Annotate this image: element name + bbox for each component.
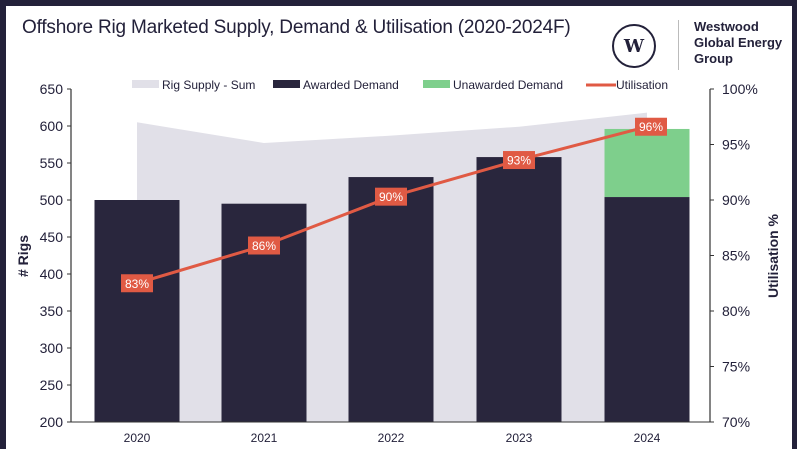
awarded-bar-2023 xyxy=(476,157,562,422)
utilisation-label-box xyxy=(375,187,407,206)
utilisation-label: 96% xyxy=(639,120,663,134)
chart-title: Offshore Rig Marketed Supply, Demand & U… xyxy=(22,17,571,38)
x-tick-label: 2022 xyxy=(378,431,405,445)
utilisation-label-box xyxy=(248,236,280,255)
utilisation-label: 86% xyxy=(252,239,276,253)
y2-axis-title: Utilisation % xyxy=(765,213,781,298)
y2-tick-label: 95% xyxy=(722,137,750,153)
y-axis-title: # Rigs xyxy=(15,235,31,277)
awarded-bar-2024 xyxy=(604,197,690,422)
legend-swatch xyxy=(132,80,159,88)
legend-swatch xyxy=(273,80,300,88)
x-tick-label: 2023 xyxy=(506,431,533,445)
y-tick-label: 200 xyxy=(40,414,64,430)
y-tick-label: 300 xyxy=(40,340,64,356)
y2-tick-label: 70% xyxy=(722,414,750,430)
awarded-bar-2021 xyxy=(221,203,307,422)
x-tick-label: 2020 xyxy=(124,431,151,445)
x-tick-label: 2021 xyxy=(251,431,278,445)
y-tick-label: 400 xyxy=(40,266,64,282)
y-tick-label: 500 xyxy=(40,192,64,208)
utilisation-label: 90% xyxy=(379,190,403,204)
logo-line-3: Group xyxy=(694,51,733,66)
y2-tick-label: 75% xyxy=(722,359,750,375)
westwood-logo: W Westwood Global Energy Group xyxy=(612,16,792,76)
y2-tick-label: 100% xyxy=(722,81,758,97)
legend-label: Rig Supply - Sum xyxy=(162,78,255,92)
y-tick-label: 550 xyxy=(40,155,64,171)
legend-label: Unawarded Demand xyxy=(453,78,563,92)
utilisation-label: 83% xyxy=(125,277,149,291)
utilisation-label-box xyxy=(121,274,153,293)
legend-swatch xyxy=(423,80,450,88)
y2-tick-label: 90% xyxy=(722,192,750,208)
awarded-bar-2020 xyxy=(94,200,180,422)
utilisation-label: 93% xyxy=(507,154,531,168)
y-tick-label: 350 xyxy=(40,303,64,319)
y-tick-label: 250 xyxy=(40,377,64,393)
legend-label: Awarded Demand xyxy=(303,78,399,92)
logo-mark-icon: W xyxy=(612,24,656,68)
y2-tick-label: 85% xyxy=(722,248,750,264)
logo-line-2: Global Energy xyxy=(694,35,783,50)
unawarded-bar-2024 xyxy=(604,128,690,198)
logo-line-1: Westwood xyxy=(694,19,759,34)
awarded-bar-2022 xyxy=(348,177,434,422)
y-tick-label: 450 xyxy=(40,229,64,245)
utilisation-label-box xyxy=(503,151,535,170)
utilisation-label-box xyxy=(635,117,667,136)
y-tick-label: 600 xyxy=(40,118,64,134)
x-tick-label: 2024 xyxy=(634,431,661,445)
y2-tick-label: 80% xyxy=(722,303,750,319)
legend-label: Utilisation xyxy=(616,78,668,92)
y-tick-label: 650 xyxy=(40,81,64,97)
logo-divider xyxy=(678,20,679,70)
logo-text: Westwood Global Energy Group xyxy=(694,19,782,67)
